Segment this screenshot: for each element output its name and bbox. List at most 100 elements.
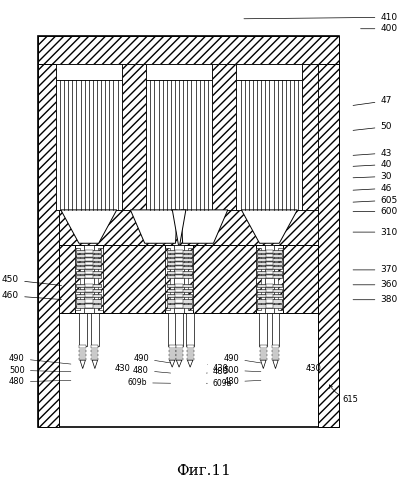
Bar xyxy=(186,354,194,356)
Bar xyxy=(257,294,282,298)
Bar xyxy=(302,64,318,210)
Bar xyxy=(271,314,279,346)
Bar xyxy=(318,64,339,426)
Bar xyxy=(97,248,103,310)
Polygon shape xyxy=(181,210,228,244)
Bar xyxy=(85,262,93,265)
Bar xyxy=(76,294,101,298)
Text: 47: 47 xyxy=(353,96,392,106)
Bar xyxy=(84,245,93,314)
Bar xyxy=(265,258,273,261)
Bar xyxy=(85,250,93,252)
Bar xyxy=(272,346,279,348)
Bar xyxy=(168,314,176,346)
Bar xyxy=(76,262,101,265)
Text: 605: 605 xyxy=(353,196,398,205)
Bar xyxy=(79,314,87,346)
Bar xyxy=(38,36,339,426)
Text: 480: 480 xyxy=(9,378,71,386)
Bar xyxy=(257,270,282,274)
Polygon shape xyxy=(176,360,182,367)
Bar xyxy=(76,254,101,257)
Bar xyxy=(176,354,182,356)
Bar xyxy=(91,314,99,346)
Bar xyxy=(257,275,282,278)
Bar xyxy=(59,210,318,245)
Bar xyxy=(85,284,93,287)
Bar xyxy=(175,304,183,308)
Text: 500: 500 xyxy=(9,366,71,375)
Bar xyxy=(260,354,267,356)
Bar xyxy=(265,254,273,257)
Bar xyxy=(91,346,98,348)
Bar xyxy=(272,350,279,352)
Polygon shape xyxy=(172,210,186,248)
Bar xyxy=(75,248,80,310)
Text: 360: 360 xyxy=(353,280,398,289)
Bar xyxy=(186,350,194,352)
Bar xyxy=(237,64,302,80)
Bar xyxy=(169,358,176,360)
Text: 615: 615 xyxy=(330,385,358,404)
Bar xyxy=(175,270,183,274)
Bar xyxy=(76,250,101,252)
Text: 430: 430 xyxy=(207,364,229,373)
Bar xyxy=(175,254,183,257)
Bar xyxy=(76,284,101,287)
Text: 40: 40 xyxy=(353,160,392,169)
Bar xyxy=(272,358,279,360)
Text: 43: 43 xyxy=(353,148,392,158)
Text: 490: 490 xyxy=(223,354,261,363)
Bar xyxy=(76,266,101,270)
Bar xyxy=(175,275,183,278)
Bar xyxy=(122,64,146,210)
Bar xyxy=(175,262,183,265)
Bar xyxy=(265,289,273,292)
Text: 609a: 609a xyxy=(207,379,232,388)
Text: 400: 400 xyxy=(360,24,397,33)
Text: 430: 430 xyxy=(115,364,131,373)
Bar xyxy=(260,358,267,360)
Text: Фиг.11: Фиг.11 xyxy=(176,464,231,478)
Bar xyxy=(257,250,282,252)
Bar xyxy=(257,262,282,265)
Bar xyxy=(91,358,98,360)
Bar xyxy=(56,80,122,210)
Bar xyxy=(76,258,101,261)
Text: 490: 490 xyxy=(133,354,171,363)
Bar xyxy=(265,294,273,298)
Bar xyxy=(175,250,183,252)
Bar xyxy=(75,245,103,314)
Bar xyxy=(85,304,93,308)
Bar xyxy=(76,275,101,278)
Bar xyxy=(169,354,176,356)
Polygon shape xyxy=(273,360,278,368)
Bar xyxy=(167,250,192,252)
Bar xyxy=(265,300,273,302)
Text: 430: 430 xyxy=(305,364,321,373)
Bar xyxy=(186,314,194,346)
Bar xyxy=(175,294,183,298)
Text: 480: 480 xyxy=(207,368,229,376)
Bar xyxy=(260,350,267,352)
Bar xyxy=(255,245,283,314)
Bar xyxy=(167,284,192,287)
Bar xyxy=(257,300,282,302)
Bar xyxy=(257,258,282,261)
Bar xyxy=(265,304,273,308)
Bar xyxy=(76,304,101,308)
Bar xyxy=(59,245,318,314)
Bar xyxy=(146,80,212,210)
Bar xyxy=(167,266,192,270)
Text: 46: 46 xyxy=(353,184,392,193)
Bar xyxy=(278,248,283,310)
Bar xyxy=(265,275,273,278)
Bar xyxy=(85,270,93,274)
Bar xyxy=(237,80,302,210)
Bar xyxy=(167,304,192,308)
Bar xyxy=(85,254,93,257)
Polygon shape xyxy=(241,210,298,244)
Bar xyxy=(212,64,237,210)
Bar xyxy=(167,294,192,298)
Text: 500: 500 xyxy=(223,366,261,375)
